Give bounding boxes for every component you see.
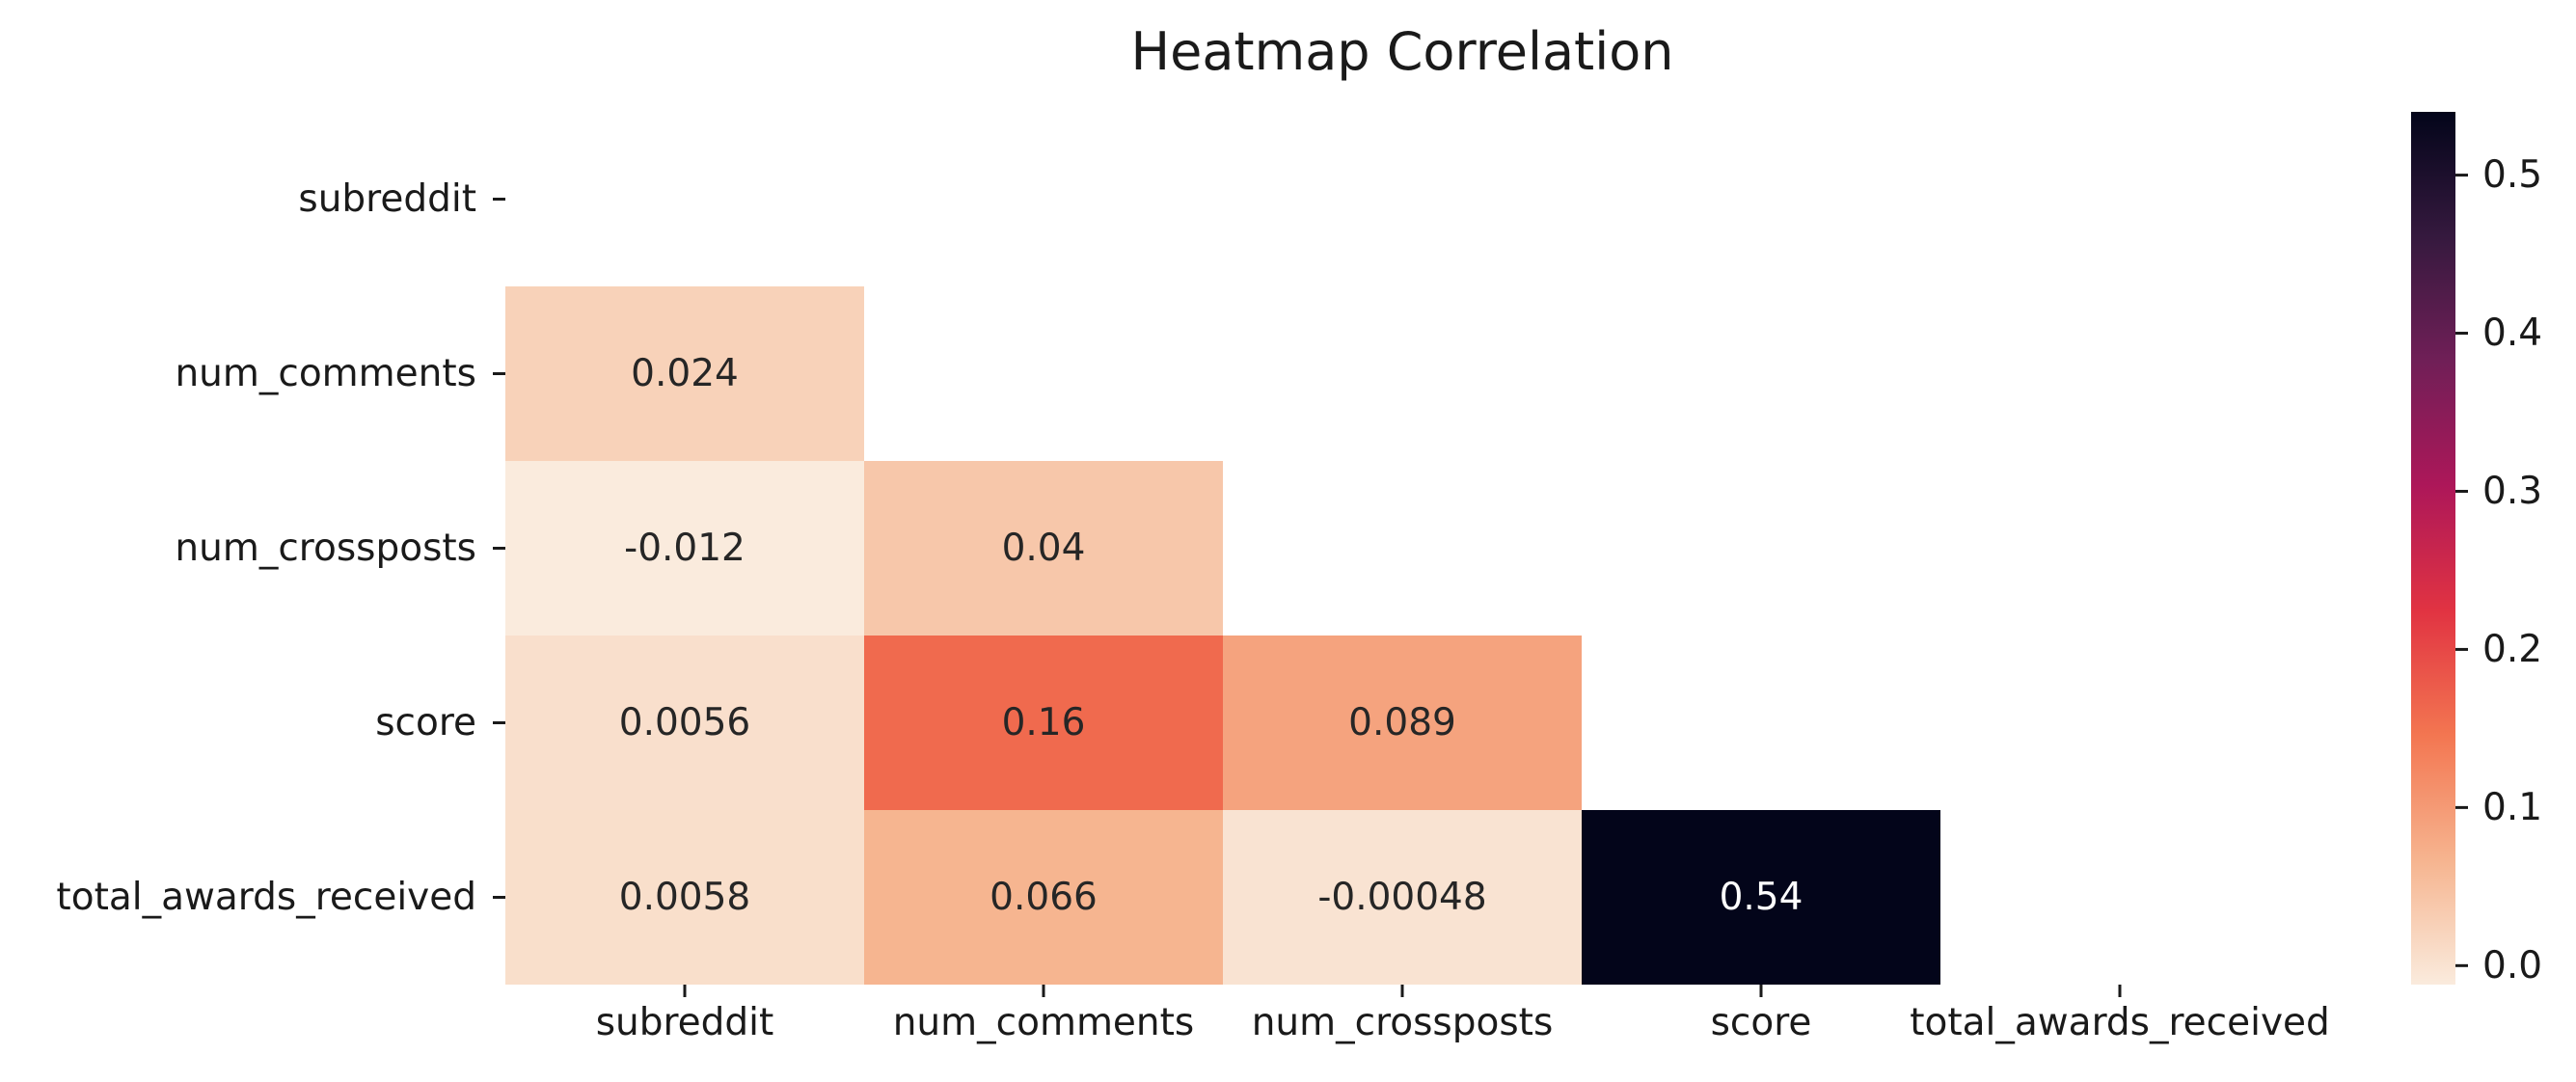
cell-score-subreddit: [505, 636, 864, 810]
x-tick-label-score: score: [1711, 1001, 1812, 1044]
cell-label-total-awards-received-subreddit: 0.0058: [619, 876, 750, 919]
cell-total-awards-received-score: [1582, 810, 1940, 985]
x-tick-label-num-crossposts: num_crossposts: [1252, 1001, 1554, 1044]
y-tick-label-total-awards-received: total_awards_received: [56, 876, 476, 919]
cell-num-crossposts-subreddit: [505, 461, 864, 636]
colorbar-tick-label: 0.0: [2482, 944, 2542, 987]
y-axis: subreddit num_comments num_crosspostsscore…: [56, 177, 505, 919]
colorbar-tick-label: 0.1: [2482, 786, 2542, 829]
cell-total-awards-received-num-crossposts: [1223, 810, 1582, 985]
y-tick-label-num-crossposts: num_crossposts: [175, 527, 476, 570]
x-tick-label-total-awards-received: total_awards_received: [1910, 1001, 2330, 1044]
cell-label-num-comments-subreddit: 0.024: [631, 352, 739, 395]
colorbar-axis: 0.0 0.1 0.2 0.3 0.4 0.5: [2455, 153, 2542, 987]
cell-label-total-awards-received-num-comments: 0.066: [990, 876, 1098, 919]
y-tick-label-subreddit: subreddit: [298, 177, 476, 221]
chart-title: Heatmap Correlation: [1131, 21, 1674, 82]
cell-label-total-awards-received-num-crossposts: -0.00048: [1317, 876, 1486, 919]
cell-score-num-crossposts: [1223, 636, 1582, 810]
colorbar-tick-label: 0.2: [2482, 628, 2542, 671]
cell-total-awards-received-num-comments: [864, 810, 1223, 985]
cell-label-score-num-crossposts: 0.089: [1348, 701, 1456, 744]
cell-score-num-comments: [864, 636, 1223, 810]
cell-label-total-awards-received-score: 0.54: [1720, 876, 1803, 919]
y-tick-label-num-comments: num_comments: [175, 352, 476, 395]
cell-label-num-crossposts-num-comments: 0.04: [1002, 527, 1086, 570]
x-axis: subreddit num_comments num_crossposts score…: [596, 985, 2330, 1044]
y-tick-label-score: score: [375, 701, 476, 744]
colorbar-tick-label: 0.5: [2482, 153, 2542, 197]
cell-label-num-crossposts-subreddit: -0.012: [624, 527, 746, 570]
cell-label-score-num-comments: 0.16: [1002, 701, 1086, 744]
x-tick-label-subreddit: subreddit: [596, 1001, 774, 1044]
colorbar: [2411, 112, 2455, 985]
cell-label-score-subreddit: 0.0056: [619, 701, 750, 744]
x-tick-label-num-comments: num_comments: [893, 1001, 1195, 1044]
colorbar-tick-label: 0.3: [2482, 470, 2542, 513]
cell-total-awards-received-subreddit: [505, 810, 864, 985]
colorbar-tick-label: 0.4: [2482, 311, 2542, 355]
heatmap-cells: 0.024 -0.012 0.04 0.0056 0.16 0.089 0.0058 0.06…: [505, 286, 1940, 985]
cell-num-comments-subreddit: [505, 286, 864, 461]
cell-num-crossposts-num-comments: [864, 461, 1223, 636]
